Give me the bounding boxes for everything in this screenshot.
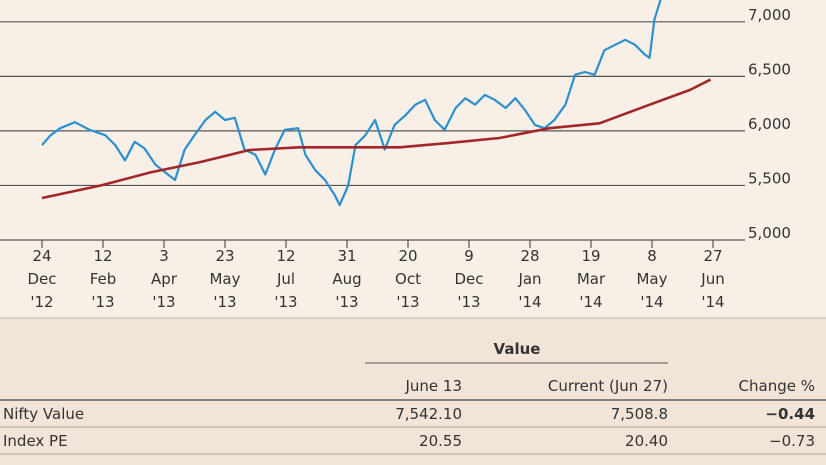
x-tick-label: 31 <box>337 247 356 265</box>
x-tick-label: '14 <box>701 293 724 311</box>
y-tick-label: 5,000 <box>748 224 791 242</box>
cell: 7,508.8 <box>611 405 668 423</box>
x-tick-label: 9 <box>464 247 474 265</box>
y-tick-label: 6,000 <box>748 115 791 133</box>
x-tick-label: 12 <box>276 247 295 265</box>
table-background <box>0 318 826 465</box>
x-tick-label: 27 <box>703 247 722 265</box>
x-tick-label: Dec <box>27 270 56 288</box>
x-tick-label: '13 <box>91 293 114 311</box>
row-label: Index PE <box>3 432 68 450</box>
x-tick-label: '13 <box>274 293 297 311</box>
cell: 7,542.10 <box>395 405 462 423</box>
x-tick-label: '13 <box>457 293 480 311</box>
cell: 20.40 <box>625 432 668 450</box>
table: Value June 13 Current (Jun 27) Change % Nif… <box>0 340 826 455</box>
x-tick-label: 3 <box>159 247 169 265</box>
x-tick-label: '14 <box>518 293 541 311</box>
series-line <box>41 78 712 200</box>
x-tick-label: May <box>209 270 240 288</box>
x-tick-label: 28 <box>520 247 539 265</box>
column-header: Change % <box>739 377 815 395</box>
x-tick-label: Mar <box>577 270 606 288</box>
x-tick-label: 23 <box>215 247 234 265</box>
y-tick-label: 5,500 <box>748 169 791 187</box>
x-tick-label: Apr <box>151 270 178 288</box>
x-tick-label: 24 <box>32 247 51 265</box>
row-label: Nifty Value <box>3 405 84 423</box>
x-tick-label: May <box>636 270 667 288</box>
x-tick-label: '14 <box>579 293 602 311</box>
x-tick-label: '13 <box>213 293 236 311</box>
cell: −0.73 <box>769 432 815 450</box>
group-header: Value <box>494 340 541 358</box>
chart: 5,000 5,500 6,000 6,500 7,000 24 Dec '12 12 Feb '1… <box>0 0 791 311</box>
y-tick-label: 6,500 <box>748 60 791 78</box>
column-header: Current (Jun 27) <box>548 377 668 395</box>
x-tick-label: '12 <box>30 293 53 311</box>
x-tick-label: 19 <box>581 247 600 265</box>
cell: 20.55 <box>419 432 462 450</box>
x-tick-label: Jun <box>700 270 724 288</box>
y-tick-label: 7,000 <box>748 6 791 24</box>
x-tick-label: Jan <box>517 270 541 288</box>
x-tick-label: '13 <box>152 293 175 311</box>
chart-background <box>0 0 826 318</box>
x-tick-label: Jul <box>276 270 295 288</box>
x-tick-label: 20 <box>398 247 417 265</box>
x-tick-label: Dec <box>454 270 483 288</box>
x-tick-label: '13 <box>396 293 419 311</box>
x-tick-label: Feb <box>90 270 117 288</box>
series-line <box>41 0 662 207</box>
x-tick-label: Aug <box>332 270 361 288</box>
x-tick-label: 8 <box>647 247 657 265</box>
x-tick-label: 12 <box>93 247 112 265</box>
x-tick-label: Oct <box>395 270 421 288</box>
cell: −0.44 <box>765 405 815 423</box>
column-header: June 13 <box>404 377 462 395</box>
x-tick-label: '13 <box>335 293 358 311</box>
x-tick-label: '14 <box>640 293 663 311</box>
